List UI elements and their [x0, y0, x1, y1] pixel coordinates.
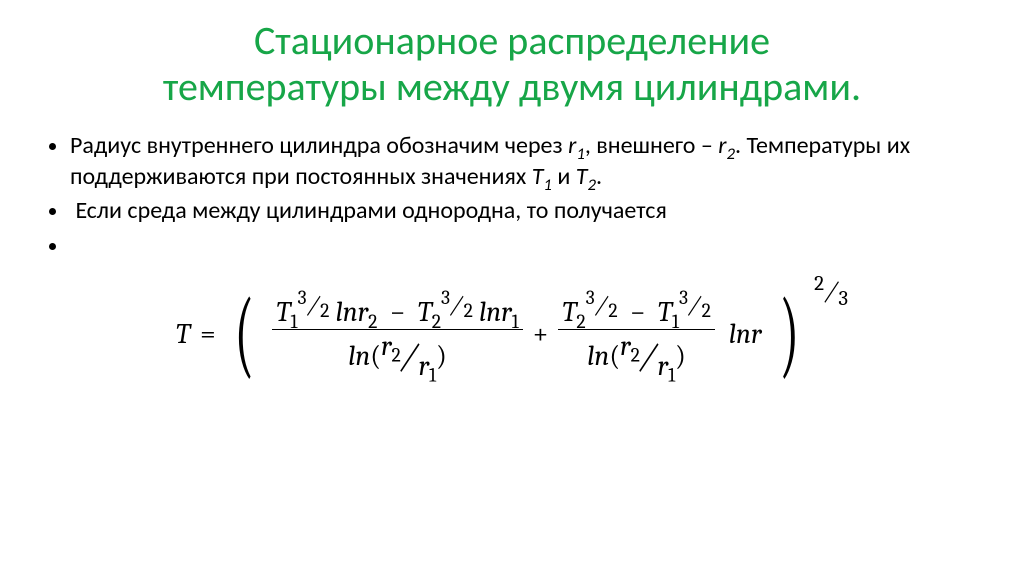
eq-f2d-ln: ln: [587, 340, 609, 372]
b1-r1-sub: 1: [576, 143, 585, 164]
b1-t1: T: [532, 162, 544, 191]
b1-t2: T: [576, 162, 588, 191]
eq-f1-lnr1: lnr: [479, 296, 512, 328]
eq-f1d-rp: ): [436, 340, 447, 372]
eq-f1-e2: 3/2: [441, 288, 473, 321]
eq-f1-e1n: 3: [298, 286, 308, 309]
eq-frac2-den: ln(r2/r1): [583, 332, 690, 380]
eq-frac1-num: T13/2 lnr2 − T23/2 lnr1: [272, 288, 522, 328]
bullet-3-empty: [70, 230, 982, 261]
eq-f1d-r1: r: [418, 350, 429, 382]
eq-plus: +: [533, 318, 549, 350]
b1-and: и: [552, 162, 576, 191]
bullet-1: Радиус внутреннего цилиндра обозначим че…: [70, 130, 982, 192]
eq-oe-d: 3: [837, 287, 848, 311]
eq-lnr: lnr: [729, 318, 762, 350]
eq-outexp-diag: 2/3: [814, 274, 848, 310]
eq-T: T: [176, 318, 190, 350]
b1-text-2: , внешнего –: [585, 131, 718, 160]
eq-f2-T2: T: [562, 296, 576, 328]
eq-f2-e2: 3/2: [679, 288, 711, 321]
eq-f2-e2d: 2: [701, 299, 711, 322]
eq-f2d-lp: (: [609, 340, 620, 372]
eq-f1d-r1s: 1: [429, 363, 436, 386]
eq-f1-T2: T: [418, 296, 432, 328]
eq-f2-e1n: 3: [586, 286, 596, 309]
eq-frac-2: T23/2 − T13/2 ln(r2/r1): [558, 288, 715, 380]
eq-f1-T1: T: [276, 296, 290, 328]
eq-f1-e1: 3/2: [298, 288, 330, 321]
eq-f2d-r2: r: [620, 330, 631, 362]
eq-f1-e1d: 2: [319, 299, 329, 322]
slide: Стационарное распределение температуры м…: [0, 0, 1024, 574]
page-title: Стационарное распределение температуры м…: [42, 18, 982, 110]
b1-text-1: Радиус внутреннего цилиндра обозначим че…: [70, 131, 568, 160]
eq-lparen: (: [234, 279, 254, 389]
eq-outer-exp: 2/3: [814, 273, 848, 310]
eq-f2-e1: 3/2: [586, 288, 618, 321]
eq-f2d-rp: ): [675, 340, 686, 372]
b1-t1-sub: 1: [543, 174, 552, 195]
eq-frac2-num: T23/2 − T13/2: [558, 288, 715, 328]
eq-f2-minus: −: [630, 296, 646, 328]
eq-f2-e1d: 2: [607, 299, 617, 322]
eq-f1d-ln: ln: [348, 340, 370, 372]
eq-f2d-r1: r: [658, 350, 669, 382]
equation-wrap: T = ( T13/2 lnr2 − T23/2 lnr1 ln(r2/r1) …: [42, 279, 982, 389]
eq-f1d-diag: r2/r1: [381, 332, 436, 380]
b1-r2: r: [718, 131, 726, 160]
equation: T = ( T13/2 lnr2 − T23/2 lnr1 ln(r2/r1) …: [176, 279, 848, 389]
eq-f1-e2d: 2: [463, 299, 473, 322]
eq-f1-minus: −: [390, 296, 406, 328]
title-line-1: Стационарное распределение: [254, 16, 770, 65]
b1-end: .: [596, 162, 602, 191]
eq-frac1-den: ln(r2/r1): [344, 332, 451, 380]
eq-f2d-r1s: 1: [668, 363, 675, 386]
eq-rparen: ): [780, 279, 800, 389]
title-dot: .: [851, 62, 861, 111]
eq-frac-1: T13/2 lnr2 − T23/2 lnr1 ln(r2/r1): [272, 288, 522, 380]
bullet-list: Радиус внутреннего цилиндра обозначим че…: [42, 130, 982, 261]
b1-r2-sub: 2: [727, 143, 736, 164]
eq-f1d-lp: (: [370, 340, 381, 372]
eq-f1d-r2: r: [381, 330, 392, 362]
b1-t2-sub: 2: [587, 174, 596, 195]
eq-equals: =: [200, 318, 216, 350]
bullet-2: Если среда между цилиндрами однородна, т…: [70, 195, 982, 226]
eq-f2-T1: T: [658, 296, 672, 328]
eq-f2d-diag: r2/r1: [620, 332, 675, 380]
title-line-2: температуры между двумя цилиндрами: [163, 62, 851, 111]
eq-f1-lnr2: lnr: [336, 296, 369, 328]
b2-text: Если среда между цилиндрами однородна, т…: [75, 196, 666, 225]
